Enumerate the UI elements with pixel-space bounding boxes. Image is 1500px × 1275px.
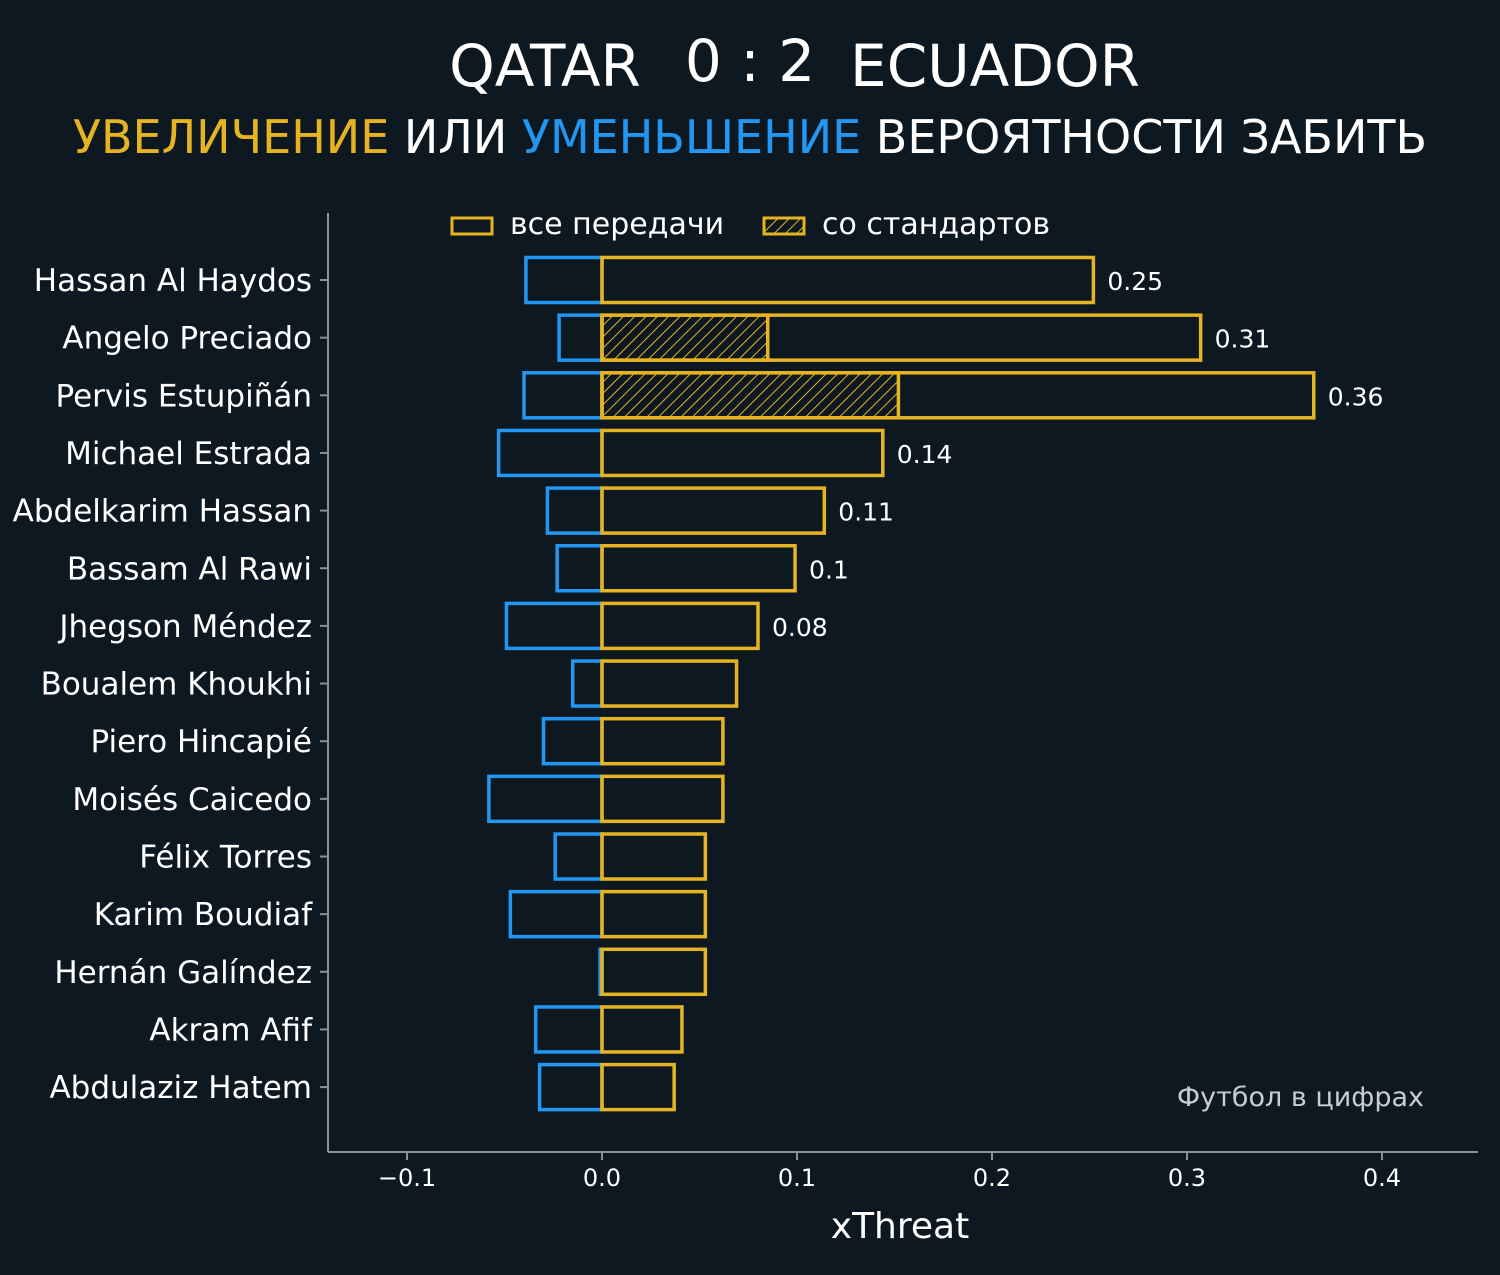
negative-bar [508,889,604,939]
all-passes-bar [600,428,885,478]
player-label: Karim Boudiaf [94,897,313,933]
x-tick-label: 0.3 [1168,1164,1206,1192]
watermark: Футбол в цифрах [1177,1082,1424,1113]
value-label: 0.36 [1328,382,1384,411]
player-label: Akram Afif [149,1012,313,1048]
x-tick-label: 0.4 [1363,1164,1401,1192]
x-tick-label: 0.0 [583,1164,621,1192]
player-label: Angelo Preciado [62,321,312,357]
player-label: Boualem Khoukhi [41,667,312,703]
player-label: Hassan Al Haydos [34,263,312,299]
negative-bar [555,544,604,593]
player-label: Bassam Al Rawi [67,551,312,587]
player-label: Piero Hincapié [90,724,312,760]
player-label: Michael Estrada [65,436,312,472]
all-passes-bar [600,371,1316,420]
negative-bar [545,486,604,535]
negative-bar [533,1005,604,1054]
labels: Hassan Al Haydos 0.25 Angelo Preciado 0.31 P… [13,263,1384,1106]
all-passes-bar [600,486,827,535]
subtitle-part: УВЕЛИЧЕНИЕ [73,110,389,164]
all-passes-bar [600,947,708,997]
home-team-name: QATAR [449,32,641,100]
subtitle-part: ИЛИ [389,110,522,164]
all-passes-bar [600,544,797,593]
all-passes-bar [600,832,708,881]
player-label: Moisés Caicedo [72,782,312,818]
set-piece-bar [600,371,901,420]
value-label: 0.14 [897,440,953,469]
all-passes-bar [600,716,725,766]
legend: все передачи со стандартов [450,207,1050,242]
player-label: Pervis Estupiñán [56,378,313,414]
negative-bar [541,716,604,766]
value-label: 0.11 [838,498,894,527]
value-label: 0.31 [1215,325,1271,354]
negative-bar [571,659,604,708]
value-label: 0.25 [1107,267,1163,296]
player-label: Abdelkarim Hassan [13,494,312,530]
all-passes-bar [600,255,1096,305]
x-tick-label: 0.1 [778,1164,816,1192]
negative-bar [537,1062,604,1112]
x-axis-label: xThreat [831,1206,969,1247]
legend-all-passes-swatch [450,216,494,236]
all-passes-bar [600,313,1203,362]
player-label: Hernán Galíndez [54,955,312,991]
x-tick-label: 0.2 [973,1164,1011,1192]
subtitle-part: ВЕРОЯТНОСТИ ЗАБИТЬ [861,110,1427,164]
all-passes-bar [600,1005,684,1054]
negative-bar [553,832,604,881]
bars [487,255,1316,1112]
negative-bar [557,313,604,362]
chart-subtitle: УВЕЛИЧЕНИЕ ИЛИ УМЕНЬШЕНИЕ ВЕРОЯТНОСТИ ЗА… [73,110,1427,164]
all-passes-bar [600,889,708,939]
player-label: Abdulaziz Hatem [49,1070,312,1106]
legend-all-passes-label: все передачи [510,207,724,242]
x-tick-label: −0.1 [378,1164,436,1192]
all-passes-bar [600,601,760,651]
legend-set-pieces-swatch [762,216,806,236]
negative-bar [504,601,604,651]
negative-bar [522,371,604,420]
value-label: 0.08 [772,613,828,642]
legend-set-pieces-label: со стандартов [822,207,1050,242]
negative-bar [487,774,604,824]
negative-bar [524,255,604,305]
all-passes-bar [600,1062,676,1112]
away-team-name: ECUADOR [850,32,1140,100]
negative-bar [496,428,604,478]
set-piece-bar [600,313,770,362]
match-score: 0 : 2 [685,27,815,95]
value-label: 0.1 [809,555,849,584]
axes: −0.1 0.0 0.1 0.2 0.3 0.4 [320,213,1478,1192]
all-passes-bar [600,774,725,824]
subtitle-part: УМЕНЬШЕНИЕ [522,110,861,164]
player-label: Félix Torres [139,840,312,876]
player-label: Jhegson Méndez [57,609,312,645]
all-passes-bar [600,659,739,708]
